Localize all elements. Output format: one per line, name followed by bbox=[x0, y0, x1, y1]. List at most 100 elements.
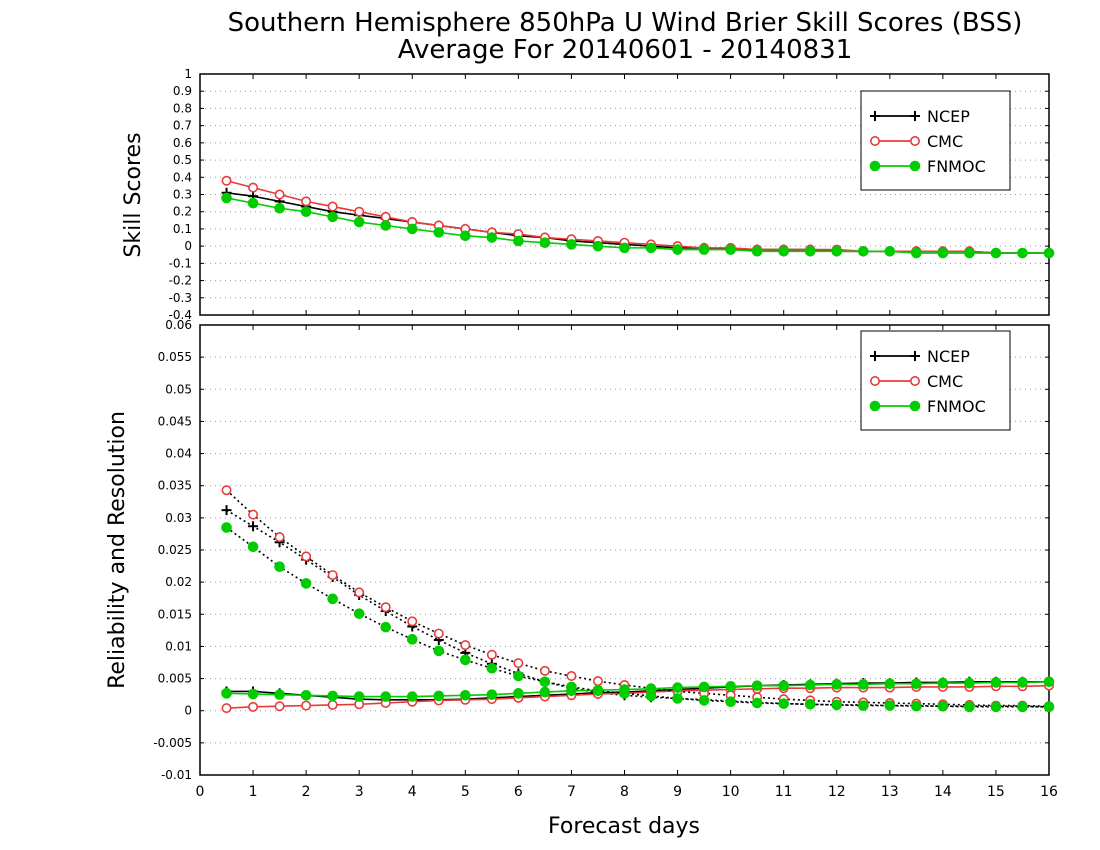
data-point-fnmoc bbox=[698, 681, 710, 693]
top-panel: 1 0.9 0.8 0.7 0.6 0.5 0.4 0.3 0.2 0.1 0 -0.1 -0.2 -0.… bbox=[169, 67, 1055, 322]
data-point-fnmoc bbox=[884, 700, 896, 711]
x-tick-label: 3 bbox=[355, 784, 364, 800]
legend-marker-ncep bbox=[910, 351, 920, 361]
data-point-fnmoc bbox=[513, 670, 524, 682]
series-fnmoc-dotted bbox=[221, 522, 1055, 713]
legend-entry-cmc: CMC bbox=[869, 132, 963, 151]
data-point-cmc bbox=[274, 701, 285, 712]
data-point-fnmoc bbox=[221, 192, 232, 204]
y-tick-label: 0.005 bbox=[158, 672, 192, 686]
plot-frame bbox=[199, 73, 1050, 316]
data-point-fnmoc bbox=[274, 202, 285, 214]
y-tick-label: 0.045 bbox=[158, 414, 192, 428]
data-point-fnmoc bbox=[539, 676, 551, 688]
data-point-cmc bbox=[248, 182, 259, 193]
data-point-fnmoc bbox=[247, 541, 259, 553]
y-tick-label: 0.025 bbox=[158, 543, 192, 557]
data-point-fnmoc bbox=[353, 216, 365, 228]
y-tick-label: -0.3 bbox=[169, 291, 192, 305]
x-tick-label: 11 bbox=[775, 784, 793, 800]
series-line-cmc bbox=[226, 179, 1049, 254]
data-point-cmc bbox=[513, 658, 524, 669]
data-point-fnmoc bbox=[327, 211, 338, 223]
legend-marker-cmc bbox=[869, 375, 880, 386]
legend: NCEP CMC FNMOC bbox=[860, 90, 1011, 191]
data-point-cmc bbox=[592, 676, 603, 687]
data-point-fnmoc bbox=[1043, 676, 1055, 688]
data-point-cmc bbox=[248, 509, 259, 520]
data-point-cmc bbox=[380, 602, 391, 613]
data-point-fnmoc bbox=[964, 247, 975, 259]
series-fnmoc-solid bbox=[221, 192, 1055, 259]
data-point-fnmoc bbox=[433, 645, 445, 657]
data-point-cmc bbox=[221, 175, 232, 186]
legend-entry-fnmoc: FNMOC bbox=[869, 157, 986, 176]
y-tick-label: 0.035 bbox=[158, 479, 192, 493]
data-point-fnmoc bbox=[831, 679, 843, 690]
legend-entry-ncep: NCEP bbox=[870, 107, 970, 126]
data-point-cmc bbox=[486, 649, 497, 660]
legend-label-cmc: CMC bbox=[927, 372, 963, 391]
y-tick-label: 0.8 bbox=[173, 101, 192, 115]
data-point-fnmoc bbox=[964, 701, 975, 713]
y-tick-label: 0.3 bbox=[173, 188, 192, 202]
data-point-fnmoc bbox=[1043, 701, 1055, 713]
y-tick-label: 0.7 bbox=[173, 119, 192, 133]
y-tick-label: 0.055 bbox=[158, 350, 192, 364]
data-point-fnmoc bbox=[911, 247, 922, 259]
legend-label-fnmoc: FNMOC bbox=[927, 157, 986, 176]
data-point-fnmoc bbox=[221, 522, 232, 533]
legend-label-fnmoc: FNMOC bbox=[927, 397, 986, 416]
legend-label-cmc: CMC bbox=[927, 132, 963, 151]
data-point-fnmoc bbox=[539, 237, 551, 248]
data-point-cmc bbox=[301, 700, 312, 711]
legend-label-ncep: NCEP bbox=[927, 107, 970, 126]
data-point-fnmoc bbox=[778, 680, 789, 691]
x-tick-label: 9 bbox=[673, 784, 682, 800]
x-tick-label: 6 bbox=[514, 784, 523, 800]
data-point-fnmoc bbox=[884, 246, 896, 257]
data-point-fnmoc bbox=[672, 244, 683, 255]
data-point-cmc bbox=[221, 485, 232, 496]
data-point-fnmoc bbox=[964, 677, 975, 689]
data-point-fnmoc bbox=[751, 697, 763, 709]
legend-entry-cmc: CMC bbox=[869, 372, 963, 391]
legend-entry-fnmoc: FNMOC bbox=[869, 397, 986, 416]
x-tick-label: 5 bbox=[461, 784, 470, 800]
x-tick-label: 16 bbox=[1040, 784, 1058, 800]
legend-label-ncep: NCEP bbox=[927, 347, 970, 366]
legend-marker-fnmoc bbox=[869, 400, 881, 412]
data-point-fnmoc bbox=[380, 621, 392, 633]
data-point-fnmoc bbox=[751, 680, 763, 691]
data-point-fnmoc bbox=[486, 662, 498, 674]
data-point-fnmoc bbox=[380, 220, 392, 231]
legend-marker-cmc bbox=[869, 136, 880, 147]
legend-marker-fnmoc bbox=[909, 400, 921, 412]
y-tick-label: 0.03 bbox=[165, 511, 192, 525]
data-point-fnmoc bbox=[911, 700, 922, 712]
data-point-fnmoc bbox=[406, 223, 418, 235]
x-tick-label: 0 bbox=[196, 784, 205, 800]
data-point-cmc bbox=[539, 665, 550, 676]
data-point-fnmoc bbox=[937, 247, 949, 259]
series-ncep-solid bbox=[221, 676, 1054, 705]
data-point-fnmoc bbox=[1017, 701, 1028, 713]
data-point-fnmoc bbox=[513, 688, 524, 699]
y-tick-label: 0.9 bbox=[173, 84, 192, 98]
data-point-fnmoc bbox=[460, 230, 471, 242]
x-tick-label: 15 bbox=[987, 784, 1005, 800]
data-point-fnmoc bbox=[300, 578, 312, 589]
data-point-fnmoc bbox=[672, 693, 683, 704]
data-point-cmc bbox=[566, 670, 577, 681]
data-point-cmc bbox=[407, 616, 418, 627]
legend-marker-ncep bbox=[870, 111, 880, 121]
data-point-fnmoc bbox=[804, 246, 816, 257]
data-point-cmc bbox=[354, 206, 365, 217]
data-point-fnmoc bbox=[327, 593, 338, 605]
data-point-fnmoc bbox=[592, 240, 604, 252]
x-tick-label: 4 bbox=[408, 784, 417, 800]
series-line-ncep bbox=[226, 509, 1050, 708]
data-point-fnmoc bbox=[990, 701, 1002, 713]
data-point-fnmoc bbox=[725, 696, 736, 708]
